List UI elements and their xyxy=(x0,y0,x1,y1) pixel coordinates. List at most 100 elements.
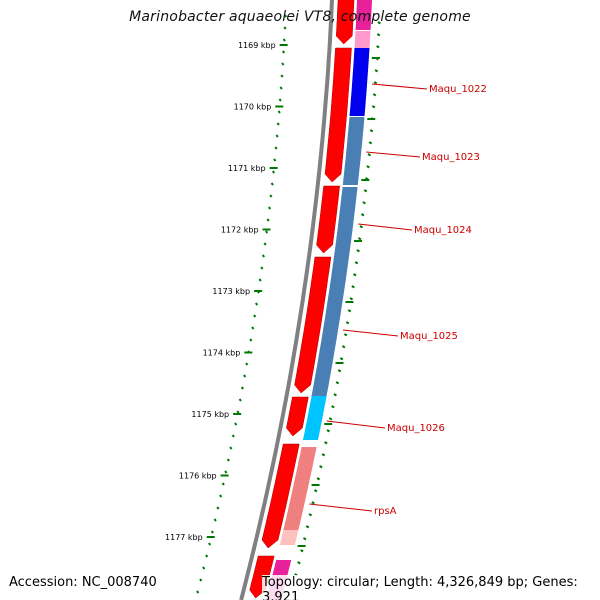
ruler-label: 1170 kbp xyxy=(234,103,272,112)
light-salmon-track-block xyxy=(279,530,299,545)
ruler-tick xyxy=(275,134,279,138)
ruler-tick xyxy=(226,458,230,462)
outer-tick xyxy=(308,513,313,517)
outer-tick xyxy=(345,321,350,325)
outer-tick xyxy=(337,369,342,373)
ruler-tick xyxy=(282,38,286,42)
outer-tick xyxy=(353,273,357,277)
outer-tick xyxy=(333,393,337,397)
ruler-tick xyxy=(224,470,228,474)
pink-track-block xyxy=(354,31,371,48)
forward-orf-block xyxy=(316,185,340,254)
outer-tick xyxy=(377,21,381,25)
outer-tick xyxy=(328,417,333,421)
ruler-tick xyxy=(267,206,272,210)
outer-tick xyxy=(335,381,340,385)
outer-tick xyxy=(376,45,380,49)
ruler-tick xyxy=(216,506,220,510)
magenta-track-block xyxy=(355,0,373,30)
outer-tick xyxy=(351,285,355,289)
topology-label: Topology: circular; Length: 4,326,849 bp… xyxy=(262,575,600,600)
ruler-tick xyxy=(231,434,235,438)
ruler-tick xyxy=(269,194,273,198)
outer-tick xyxy=(343,333,348,337)
ruler-tick xyxy=(236,410,240,414)
ruler-tick xyxy=(263,242,267,246)
ruler-tick xyxy=(254,302,259,306)
outer-tick xyxy=(371,105,376,109)
forward-orf-block xyxy=(335,0,355,45)
outer-tick xyxy=(313,489,318,493)
steelblue-track-block xyxy=(342,117,365,185)
ruler-tick xyxy=(279,86,283,90)
outer-tick xyxy=(367,153,372,157)
ruler-tick xyxy=(199,578,203,582)
ruler-label: 1177 kbp xyxy=(165,533,203,542)
forward-orf-block xyxy=(294,256,332,394)
ruler-label: 1173 kbp xyxy=(212,287,250,296)
outer-tick xyxy=(297,561,301,565)
cyan-track-block xyxy=(303,396,327,440)
ruler-tick xyxy=(221,482,225,486)
blue-track-block xyxy=(349,48,370,116)
ruler-tick xyxy=(271,170,276,174)
steelblue-track-block xyxy=(333,187,358,258)
outer-tick xyxy=(372,93,377,97)
ruler-label: 1172 kbp xyxy=(221,226,259,235)
gene-leader-line xyxy=(358,223,413,231)
outer-tick xyxy=(324,441,328,445)
ruler-tick xyxy=(205,554,209,558)
outer-tick xyxy=(360,213,365,217)
outer-tick xyxy=(349,297,354,301)
ruler-tick xyxy=(253,314,257,318)
outer-tick xyxy=(311,501,315,505)
ruler-tick xyxy=(265,230,269,234)
ruler-tick xyxy=(283,26,287,30)
outer-tick xyxy=(300,549,304,553)
outer-tick xyxy=(321,453,326,457)
gene-label: Maqu_1024 xyxy=(414,225,472,236)
ruler-tick xyxy=(258,278,262,282)
forward-orf-block xyxy=(261,443,300,549)
ruler-tick xyxy=(261,254,266,258)
backbone-line xyxy=(239,0,334,600)
outer-tick xyxy=(339,357,344,361)
ruler-label: 1171 kbp xyxy=(228,164,266,173)
ruler-tick xyxy=(281,62,285,66)
ruler-tick xyxy=(266,218,270,222)
gene-label: Maqu_1022 xyxy=(429,84,487,95)
ruler-tick xyxy=(274,146,278,150)
ruler-label: 1175 kbp xyxy=(191,410,229,419)
ruler-label: 1176 kbp xyxy=(179,472,217,481)
outer-tick xyxy=(374,69,379,73)
ruler-tick xyxy=(234,422,238,426)
gene-label: Maqu_1025 xyxy=(400,331,458,342)
gene-label: rpsA xyxy=(374,506,397,517)
salmon-track-block xyxy=(283,447,317,530)
outer-tick xyxy=(347,309,352,313)
ruler-tick xyxy=(243,374,247,378)
ruler-label: 1174 kbp xyxy=(203,349,241,358)
ruler-tick xyxy=(276,122,280,126)
gene-leader-line xyxy=(372,83,428,90)
ruler-tick xyxy=(210,530,214,534)
ruler-tick xyxy=(251,326,255,330)
forward-orf-block xyxy=(324,47,352,183)
gene-leader-line xyxy=(366,151,421,158)
outer-tick xyxy=(354,261,359,265)
outer-tick xyxy=(316,477,321,481)
outer-tick xyxy=(368,141,373,145)
ruler-tick xyxy=(238,398,242,402)
outer-tick xyxy=(357,237,362,241)
outer-tick xyxy=(302,537,307,541)
gene-leader-line xyxy=(342,329,399,337)
ruler-tick xyxy=(208,542,212,546)
outer-tick xyxy=(305,525,310,529)
outer-tick xyxy=(331,405,335,409)
ruler-tick xyxy=(270,182,274,186)
map-title: Marinobacter aquaeolei VT8, complete gen… xyxy=(129,9,471,25)
gene-label: Maqu_1026 xyxy=(387,423,445,434)
accession-label: Accession: NC_008740 xyxy=(9,575,157,590)
